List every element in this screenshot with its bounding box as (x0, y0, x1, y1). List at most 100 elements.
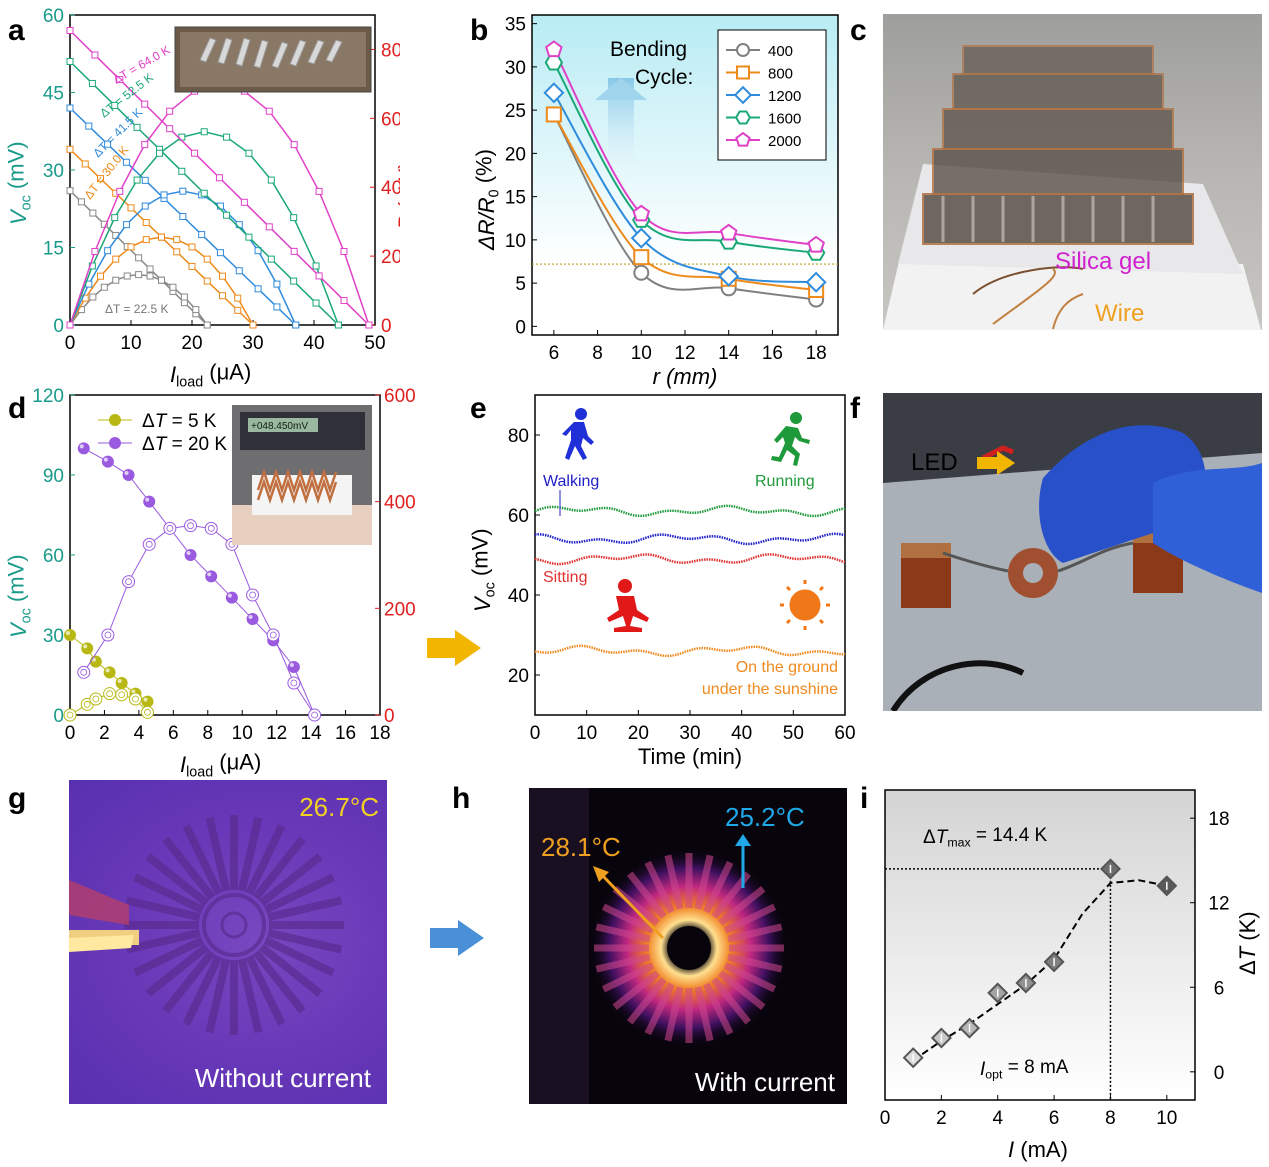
power-point-a (254, 247, 262, 255)
y-axis-label-i: ΔT (K) (1235, 911, 1260, 975)
power-point-a (200, 128, 208, 136)
caption-g: Without current (194, 1063, 371, 1093)
x-tick-label-b: 16 (762, 343, 783, 364)
voc-point-shine-d (207, 572, 212, 577)
y-tick-label-i: 6 (1214, 978, 1225, 999)
voc-point-shine-d (105, 668, 110, 673)
y-tick-label-right-a: 400 (381, 178, 400, 199)
power-point-a (315, 187, 323, 195)
thermal-spoke-h (601, 903, 655, 934)
y-tick-label-left-d: 0 (53, 706, 64, 727)
voc-point-a (203, 277, 211, 285)
power-point-a (127, 243, 135, 251)
thermal-spoke-g (252, 836, 306, 901)
y-tick-label-right-a: 800 (381, 40, 400, 61)
voc-point-d (184, 549, 197, 561)
voc-point-shine-d (289, 663, 294, 667)
thermal-image-with-current: 28.1°C 25.2°C With current (529, 788, 847, 1104)
legend-label-d: ΔT = 5 K (142, 411, 217, 432)
label-sitting-e: Sitting (543, 569, 587, 586)
y-tick-label-right-a: 600 (381, 109, 400, 130)
y-tick-label-b: 30 (505, 58, 526, 79)
thermal-spoke-h (595, 953, 651, 973)
x-tick-label-i: 2 (936, 1108, 947, 1129)
panel-label-a: a (8, 14, 25, 47)
voc-point-a (141, 100, 149, 108)
thermal-spoke-h (723, 903, 777, 934)
thermal-spoke-g (258, 853, 323, 907)
thermal-spoke-g (267, 896, 343, 922)
arrow-g-to-h (430, 920, 484, 956)
power-point-a (135, 271, 143, 279)
power-point-a (160, 191, 168, 199)
y-axis-label-b: ΔR/R0 (%) (472, 149, 503, 251)
power-point-a (290, 141, 298, 149)
running-icon (771, 412, 810, 466)
data-point-b (545, 40, 563, 58)
voc-point-a (223, 211, 231, 219)
x-tick-label-i: 6 (1049, 1108, 1060, 1129)
power-point-a (169, 283, 177, 291)
voc-point-a (234, 306, 242, 314)
fit-curve-i (912, 879, 1167, 1062)
x-tick-label-b: 12 (674, 343, 695, 364)
led-arrow (977, 451, 1015, 475)
voc-point-shine-d (103, 457, 108, 462)
voc-point-d (287, 661, 300, 673)
voc-point-a (135, 254, 143, 262)
power-point-inner-d (207, 524, 215, 532)
voc-point-d (103, 666, 116, 679)
inset-meter-reading: +048.450mV (251, 421, 308, 432)
thermal-spoke-g (237, 816, 263, 892)
x-tick-label-b: 10 (631, 343, 652, 364)
plot-frame-i (884, 789, 1196, 1101)
power-point-d (115, 688, 129, 702)
voc-point-a (142, 219, 150, 227)
power-point-a (267, 176, 275, 184)
voc-point-d (64, 629, 76, 641)
legend-marker-b (733, 85, 753, 105)
voc-point-a (91, 51, 99, 59)
series-line-b (552, 49, 817, 247)
chart-e: 0 10 20 30 40 50 60 20 40 60 80 Time (min) Voc (mV) W… (468, 394, 856, 769)
power-point-d (122, 575, 136, 589)
power-point-inner-d (311, 711, 318, 719)
y-tick-label-b: 10 (505, 231, 526, 252)
power-point-a (179, 187, 187, 195)
data-point-b (719, 223, 738, 241)
thermal-spoke-g (125, 928, 201, 954)
thermal-spoke-h (718, 970, 766, 1010)
photo-c: Silica gel Wire (883, 14, 1262, 330)
series-trace-e (534, 553, 846, 566)
y-tick-label-left-a: 60 (43, 6, 64, 27)
chart-b: 6 8 10 12 14 16 18 0 5 10 15 20 25 30 35 r (mm) ΔR/R0 (%… (472, 14, 839, 389)
voc-point-a (216, 249, 224, 257)
y-tick-label-left-d: 60 (43, 546, 64, 567)
x-tick-label-d: 4 (134, 723, 145, 744)
power-point-a (245, 149, 253, 157)
x-tick-label-d: 8 (202, 723, 213, 744)
voc-point-a (191, 149, 199, 157)
power-point-a (180, 293, 188, 301)
voc-point-a (240, 198, 248, 206)
power-point-a (249, 321, 257, 329)
y-tick-label-e: 40 (508, 586, 529, 607)
power-point-inner-d (132, 695, 139, 703)
label-sun-2-e: under the sunshine (702, 681, 838, 698)
y-tick-label-right-d: 400 (384, 493, 416, 514)
x-tick-label-d: 6 (168, 723, 179, 744)
voc-point-a (66, 145, 74, 153)
chart-d: 0 2 4 6 8 10 12 14 16 1803060901200200400600Iload… (4, 386, 416, 780)
x-tick-label-i: 4 (992, 1108, 1003, 1129)
voc-point-a (254, 285, 262, 293)
panel-label-b: b (470, 14, 489, 47)
power-point-a (188, 243, 196, 251)
power-point-inner-d (92, 695, 100, 703)
power-point-a (219, 272, 226, 280)
power-point-a (265, 107, 273, 115)
power-point-a (234, 294, 242, 302)
voc-point-d (246, 613, 259, 625)
y-tick-label-right-a: 0 (381, 316, 392, 337)
voc-point-d (225, 591, 238, 604)
voc-point-a (77, 198, 85, 206)
